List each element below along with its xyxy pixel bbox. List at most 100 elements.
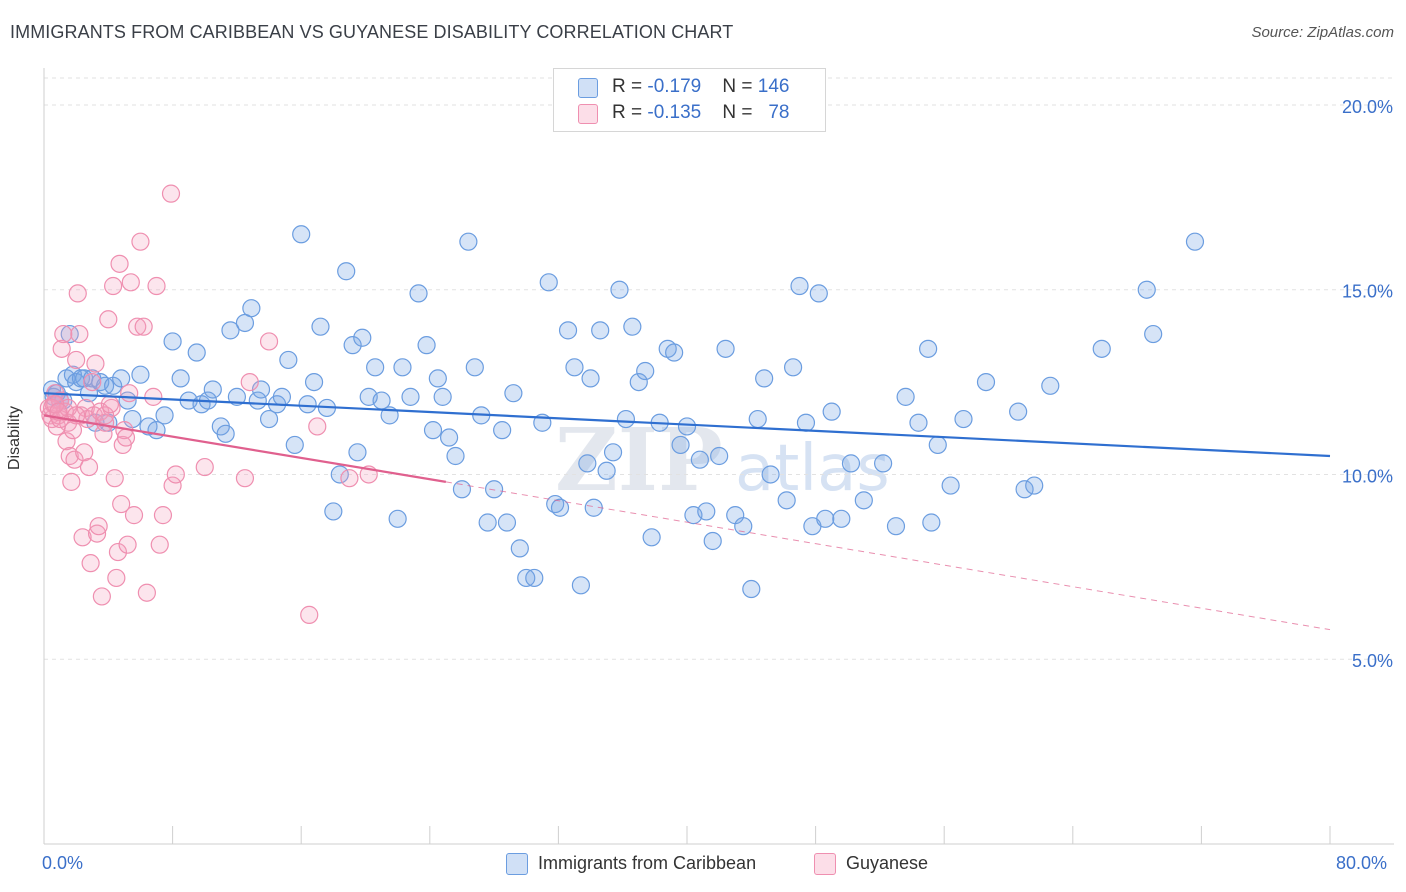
caribbean-point: [777, 491, 796, 510]
caribbean-point: [465, 358, 484, 377]
guyanese-point: [150, 535, 169, 554]
guyanese-point: [62, 472, 81, 491]
caribbean-point: [976, 372, 996, 392]
caribbean-point: [417, 336, 436, 355]
caribbean-point: [550, 498, 570, 517]
caribbean-point: [710, 446, 729, 466]
caribbean-point: [597, 461, 616, 480]
caribbean-point: [227, 387, 246, 406]
caribbean-point: [642, 528, 661, 547]
caribbean-point: [459, 232, 478, 251]
caribbean-point: [330, 465, 349, 484]
caribbean-point: [886, 517, 906, 536]
guyanese-point: [118, 535, 137, 554]
guyanese-point: [240, 372, 259, 392]
caribbean-point: [636, 361, 655, 381]
guyanese-point: [67, 350, 86, 370]
guyanese-point: [121, 273, 140, 292]
guyanese-point: [163, 476, 182, 495]
guyanese-point: [161, 184, 181, 203]
correlation-legend: R = -0.179 N = 146 R = -0.135 N = 78: [553, 68, 826, 132]
guyanese-point: [54, 324, 73, 344]
caribbean-point: [742, 579, 761, 599]
guyanese-point: [65, 450, 84, 469]
caribbean-point: [677, 417, 697, 436]
caribbean-point: [671, 435, 690, 455]
guyanese-point: [259, 332, 279, 351]
caribbean-point: [1009, 402, 1028, 421]
caribbean-point: [690, 450, 709, 469]
guyanese-point: [124, 506, 144, 525]
caribbean-point: [401, 387, 420, 406]
guyanese-point: [107, 568, 126, 588]
caribbean-point: [525, 568, 544, 588]
caribbean-trend-line: [43, 392, 1331, 458]
guyanese-point: [120, 384, 139, 403]
caribbean-point: [60, 324, 79, 344]
caribbean-point: [578, 454, 597, 473]
guyanese-point: [300, 605, 319, 624]
caribbean-point: [832, 509, 851, 528]
caribbean-point: [446, 446, 465, 466]
y-tick-label: 10.0%: [1342, 466, 1393, 486]
caribbean-point: [822, 402, 841, 421]
caribbean-point: [203, 380, 222, 399]
guyanese-point: [104, 276, 123, 296]
legend-r-value: -0.135: [647, 102, 702, 123]
guyanese-point: [99, 310, 118, 329]
caribbean-point: [343, 336, 362, 355]
caribbean-point: [279, 350, 298, 370]
caribbean-point: [324, 502, 343, 521]
caribbean-point: [565, 358, 584, 377]
guyanese-point: [49, 402, 68, 421]
caribbean-point: [112, 369, 131, 388]
caribbean-point: [665, 343, 684, 362]
guyanese-point: [112, 494, 131, 514]
caribbean-point: [155, 406, 174, 425]
caribbean-point: [896, 387, 915, 406]
y-tick-label: 15.0%: [1342, 282, 1393, 302]
caribbean-point: [761, 465, 780, 484]
legend-swatch-pink: [814, 853, 836, 875]
caribbean-point: [1092, 339, 1111, 358]
caribbean-point: [497, 513, 517, 532]
caribbean-point: [423, 421, 443, 440]
legend-label-caribbean: Immigrants from Caribbean: [538, 853, 757, 873]
y-tick-label: 20.0%: [1342, 97, 1393, 117]
guyanese-trend-line: [43, 414, 447, 483]
caribbean-point: [941, 476, 960, 495]
caribbean-point: [131, 365, 150, 384]
caribbean-point: [922, 513, 941, 532]
guyanese-point: [128, 317, 147, 336]
chart-title: IMMIGRANTS FROM CARIBBEAN VS GUYANESE DI…: [10, 22, 734, 42]
caribbean-point: [783, 358, 803, 377]
caribbean-point: [697, 502, 716, 521]
caribbean-point: [366, 358, 385, 377]
caribbean-point: [1015, 480, 1034, 499]
guyanese-point: [308, 417, 327, 436]
caribbean-point: [163, 332, 182, 351]
caribbean-point: [809, 284, 828, 303]
guyanese-point: [92, 587, 111, 606]
caribbean-point: [311, 317, 330, 336]
caribbean-point: [388, 509, 407, 528]
caribbean-point: [348, 443, 367, 462]
caribbean-point: [581, 369, 600, 388]
guyanese-point: [108, 542, 128, 562]
guyanese-point: [52, 339, 71, 358]
guyanese-point: [81, 554, 100, 573]
guyanese-point: [144, 387, 163, 406]
legend-n-label: N =: [722, 76, 758, 97]
caribbean-point: [242, 299, 261, 318]
y-tick-label: 5.0%: [1352, 651, 1393, 671]
guyanese-point: [63, 421, 83, 440]
caribbean-point: [292, 225, 311, 244]
legend-n-value: 146: [757, 76, 790, 97]
caribbean-point: [439, 428, 459, 447]
guyanese-point: [340, 469, 359, 488]
caribbean-point: [591, 321, 610, 340]
guyanese-point: [131, 232, 150, 251]
legend-label-guyanese: Guyanese: [846, 853, 929, 873]
caribbean-point: [1144, 324, 1163, 344]
